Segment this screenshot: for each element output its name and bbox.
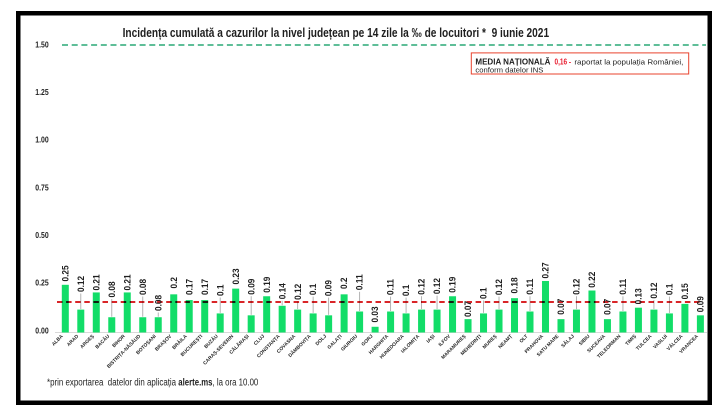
svg-text:1.25: 1.25	[35, 88, 49, 97]
svg-text:0.12: 0.12	[494, 279, 504, 295]
svg-text:raportat la populația României: raportat la populația României,	[574, 58, 683, 67]
svg-text:0.1: 0.1	[401, 285, 411, 297]
svg-text:0.08: 0.08	[153, 295, 163, 311]
svg-text:0.09: 0.09	[246, 279, 256, 295]
svg-text:0.07: 0.07	[603, 299, 613, 315]
svg-text:0.23: 0.23	[231, 268, 241, 284]
svg-text:0.09: 0.09	[324, 280, 334, 296]
svg-text:, la ora 10.00: , la ora 10.00	[213, 377, 259, 388]
svg-text:0.11: 0.11	[618, 279, 628, 295]
svg-text:0.21: 0.21	[91, 274, 101, 290]
svg-text:0.00: 0.00	[35, 327, 49, 336]
svg-text:0.19: 0.19	[448, 277, 458, 293]
svg-text:0.11: 0.11	[355, 274, 365, 290]
svg-text:0.12: 0.12	[432, 278, 442, 294]
svg-text:0.12: 0.12	[293, 284, 303, 300]
svg-text:0.07: 0.07	[463, 301, 473, 317]
svg-text:0.14: 0.14	[277, 283, 287, 299]
svg-text:0.18: 0.18	[510, 277, 520, 293]
svg-text:0.17: 0.17	[200, 279, 210, 295]
svg-text:0.17: 0.17	[184, 279, 194, 295]
svg-text:0.22: 0.22	[587, 272, 597, 288]
svg-text:0.12: 0.12	[417, 279, 427, 295]
svg-text:1.00: 1.00	[35, 136, 49, 145]
svg-text:0.50: 0.50	[35, 231, 49, 240]
svg-text:0.2: 0.2	[339, 278, 349, 290]
svg-text:0.1: 0.1	[215, 285, 225, 297]
svg-text:0.2: 0.2	[169, 277, 179, 289]
svg-text:0.25: 0.25	[35, 279, 49, 288]
svg-text:0.03: 0.03	[370, 306, 380, 322]
svg-text:0.08: 0.08	[107, 281, 117, 297]
svg-text:alerte.ms: alerte.ms	[178, 377, 213, 388]
svg-text:IAȘI: IAȘI	[426, 333, 437, 344]
svg-text:0.75: 0.75	[35, 183, 49, 192]
svg-text:0.11: 0.11	[386, 279, 396, 295]
svg-text:Incidența cumulată a cazurilor: Incidența cumulată a cazurilor la nivel …	[123, 25, 549, 40]
svg-text:0.12: 0.12	[572, 279, 582, 295]
svg-text:0.07: 0.07	[556, 299, 566, 315]
svg-text:0.19: 0.19	[262, 277, 272, 293]
svg-text:*prin exportarea datelor din: *prin exportarea datelor din aplicația	[47, 377, 178, 388]
svg-text:0.25: 0.25	[60, 265, 70, 281]
svg-text:0.08: 0.08	[138, 279, 148, 295]
svg-text:0.11: 0.11	[525, 279, 535, 295]
svg-text:0.13: 0.13	[634, 288, 644, 304]
svg-text:0.21: 0.21	[122, 274, 132, 290]
svg-text:0.12: 0.12	[76, 276, 86, 292]
svg-text:0.15: 0.15	[680, 283, 690, 299]
svg-text:OLT: OLT	[519, 334, 530, 345]
svg-text:0,16 -: 0,16 -	[555, 58, 572, 67]
svg-text:1.50: 1.50	[35, 40, 49, 49]
svg-text:0.1: 0.1	[479, 288, 489, 300]
svg-text:0.27: 0.27	[541, 262, 551, 278]
svg-text:0.09: 0.09	[695, 296, 705, 312]
svg-text:MEDIA NAȚIONALĂ: MEDIA NAȚIONALĂ	[475, 58, 550, 67]
svg-text:0.1: 0.1	[665, 284, 675, 296]
svg-text:0.12: 0.12	[649, 283, 659, 299]
svg-text:conform datelor INS: conform datelor INS	[475, 66, 543, 75]
svg-text:0.1: 0.1	[308, 284, 318, 296]
